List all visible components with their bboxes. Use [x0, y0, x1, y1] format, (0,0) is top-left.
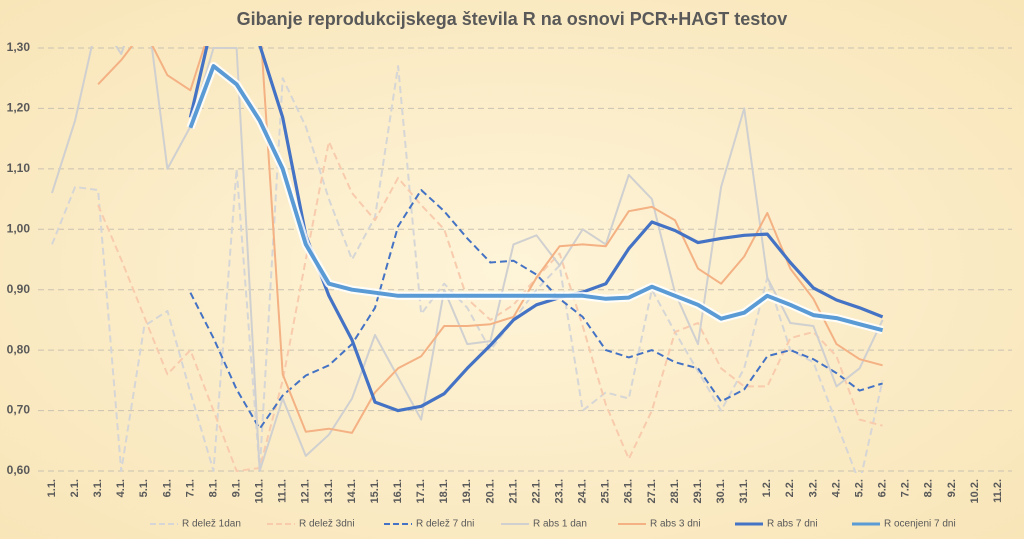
x-tick-label: 2.1.: [69, 479, 81, 497]
legend-label: R delež 7 dni: [416, 519, 474, 530]
x-tick-label: 7.1.: [184, 479, 196, 497]
x-tick-label: 29.1.: [692, 479, 704, 503]
x-tick-label: 16.1.: [392, 479, 404, 503]
x-tick-label: 1.1.: [46, 479, 58, 497]
x-tick-label: 13.1.: [323, 479, 335, 503]
series-line: [51, 65, 884, 473]
x-tick-label: 5.1.: [138, 479, 150, 497]
y-tick-label: 1,10: [7, 161, 31, 175]
x-tick-label: 4.1.: [115, 479, 127, 497]
x-tick-label: 9.2.: [946, 479, 958, 497]
y-tick-label: 0,60: [7, 463, 31, 477]
x-tick-label: 20.1.: [484, 479, 496, 503]
x-tick-label: 9.1.: [230, 479, 242, 497]
series-line: [189, 189, 883, 430]
series-line: [188, 64, 884, 333]
x-tick-label: 30.1.: [715, 479, 727, 503]
x-tick-label: 11.2.: [992, 479, 1004, 503]
legend-label: R abs 1 dan: [533, 519, 587, 530]
y-tick-label: 1,20: [7, 101, 31, 115]
legend-label: R delež 3dni: [299, 519, 355, 530]
x-tick-label: 14.1.: [346, 479, 358, 503]
x-tick-label: 27.1.: [646, 479, 658, 503]
x-tick-label: 15.1.: [369, 479, 381, 503]
x-tick-label: 21.1.: [507, 479, 519, 503]
x-tick-label: 19.1.: [461, 479, 473, 503]
x-tick-label: 5.2.: [853, 479, 865, 497]
legend-label: R delež 1dan: [182, 519, 241, 530]
x-tick-label: 7.2.: [900, 479, 912, 497]
x-tick-label: 31.1.: [738, 479, 750, 503]
x-tick-label: 24.1.: [577, 479, 589, 503]
x-tick-label: 2.2.: [784, 479, 796, 497]
x-tick-label: 22.1.: [530, 479, 542, 503]
x-tick-label: 11.1.: [277, 479, 289, 503]
x-tick-label: 6.1.: [161, 479, 173, 497]
x-tick-label: 18.1.: [438, 479, 450, 503]
legend-label: R abs 7 dni: [767, 519, 818, 530]
x-tick-label: 8.2.: [923, 479, 935, 497]
x-tick-label: 4.2.: [830, 479, 842, 497]
x-tick-label: 28.1.: [669, 479, 681, 503]
y-tick-label: 1,00: [7, 221, 31, 235]
x-tick-label: 10.2.: [969, 479, 981, 503]
x-tick-label: 23.1.: [554, 479, 566, 503]
y-tick-label: 0,90: [7, 282, 31, 296]
series-line: [97, 140, 883, 472]
x-tick-label: 26.1.: [623, 479, 635, 503]
chart-title: Gibanje reprodukcijskega števila R na os…: [237, 9, 788, 29]
x-tick-label: 6.2.: [877, 479, 889, 497]
series-line: [97, 46, 883, 434]
x-tick-label: 17.1.: [415, 479, 427, 503]
x-tick-label: 12.1.: [300, 479, 312, 503]
legend-label: R ocenjeni 7 dni: [884, 519, 956, 530]
y-tick-label: 1,30: [7, 40, 31, 54]
x-tick-label: 3.2.: [807, 479, 819, 497]
x-tick-label: 1.2.: [761, 479, 773, 497]
y-tick-label: 0,70: [7, 403, 31, 417]
legend-label: R abs 3 dni: [650, 519, 701, 530]
x-tick-label: 8.1.: [207, 479, 219, 497]
x-tick-label: 3.1.: [92, 479, 104, 497]
x-tick-label: 25.1.: [600, 479, 612, 503]
x-tick-label: 10.1.: [254, 479, 266, 503]
y-tick-label: 0,80: [7, 342, 31, 356]
